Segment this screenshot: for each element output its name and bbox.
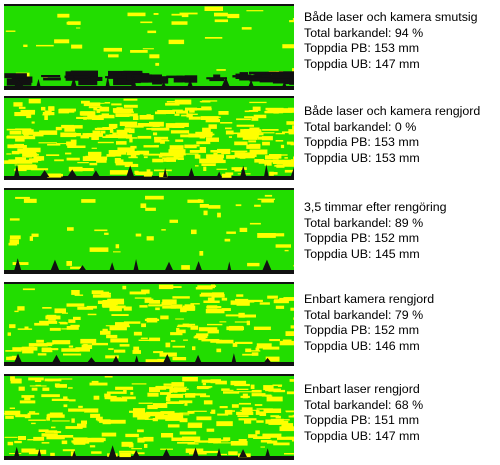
panel-title: Enbart laser rengjord [304,382,420,396]
panel-title: Både laser och kamera rengjord [304,104,481,118]
scan-image-laser-cleaned [4,374,294,460]
top-diameter-ub-text: Toppdia UB: 147 mm [304,56,420,71]
panel-camera-cleaned: Enbart kamera rengjord Total barkandel: … [0,278,500,370]
top-diameter-pb-text: Toppdia PB: 152 mm [304,231,420,246]
top-diameter-ub-text: Toppdia UB: 146 mm [304,338,420,353]
scan-image-camera-cleaned [4,282,294,366]
top-diameter-pb-text: Toppdia PB: 153 mm [304,41,420,56]
scan-texture [4,284,294,363]
panel-info: 3,5 timmar efter rengöring Total barkand… [304,200,500,262]
scan-texture [4,190,294,271]
scan-image-cleaned [4,96,294,180]
panel-title: Enbart kamera rengjord [304,292,435,306]
panel-info: Både laser och kamera rengjord Total bar… [304,104,500,166]
bark-share-text: Total barkandel: 68 % [304,397,424,412]
top-diameter-ub-text: Toppdia UB: 147 mm [304,428,420,443]
panel-info: Enbart kamera rengjord Total barkandel: … [304,292,500,354]
bark-share-text: Total barkandel: 0 % [304,119,417,134]
bark-share-text: Total barkandel: 94 % [304,25,424,40]
panel-title: Både laser och kamera smutsig [304,10,478,24]
top-diameter-ub-text: Toppdia UB: 145 mm [304,246,420,261]
top-diameter-pb-text: Toppdia PB: 152 mm [304,323,420,338]
top-diameter-pb-text: Toppdia PB: 153 mm [304,135,420,150]
scan-texture [4,376,294,458]
panel-dirty: Både laser och kamera smutsig Total bark… [0,0,500,92]
scan-texture [4,6,294,87]
bark-share-text: Total barkandel: 79 % [304,307,424,322]
panel-info: Enbart laser rengjord Total barkandel: 6… [304,382,500,444]
panel-laser-cleaned: Enbart laser rengjord Total barkandel: 6… [0,370,500,465]
panel-cleaned: Både laser och kamera rengjord Total bar… [0,92,500,184]
bark-share-text: Total barkandel: 89 % [304,215,424,230]
top-diameter-ub-text: Toppdia UB: 153 mm [304,150,420,165]
panel-info: Både laser och kamera smutsig Total bark… [304,10,500,72]
scan-image-dirty [4,4,294,90]
panel-after-3h: 3,5 timmar efter rengöring Total barkand… [0,184,500,276]
top-diameter-pb-text: Toppdia PB: 151 mm [304,413,420,428]
scan-texture [4,98,294,178]
panel-title: 3,5 timmar efter rengöring [304,200,447,214]
scan-image-after-3h [4,188,294,274]
